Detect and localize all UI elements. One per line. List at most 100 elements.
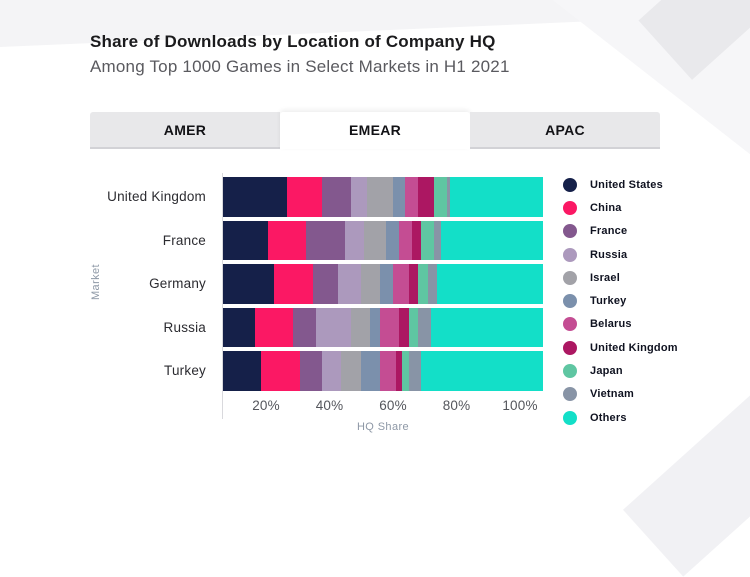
bar-row-russia bbox=[223, 307, 543, 347]
y-label-turkey: Turkey bbox=[164, 363, 206, 379]
x-tick-80-: 80% bbox=[442, 398, 471, 413]
segment-turkey-belarus bbox=[379, 351, 396, 391]
bar-row-turkey bbox=[223, 351, 544, 391]
y-label-germany: Germany bbox=[149, 276, 206, 292]
segment-united-kingdom-france bbox=[322, 177, 351, 217]
x-axis-title: HQ Share bbox=[356, 421, 410, 433]
legend-dot-others bbox=[563, 410, 577, 425]
legend-dot-united-states bbox=[563, 177, 577, 192]
legend-item-japan: Japan bbox=[563, 359, 678, 382]
segment-france-others bbox=[440, 220, 544, 260]
segment-united-kingdom-vietnam bbox=[446, 177, 451, 217]
x-axis-ticks: 20% 40% 60% 80% 100% bbox=[223, 398, 543, 416]
plot-area bbox=[223, 177, 544, 395]
segment-russia-united-states bbox=[223, 307, 255, 347]
segment-russia-japan bbox=[408, 307, 419, 347]
legend-dot-united-kingdom bbox=[563, 340, 577, 355]
tab-amer[interactable]: AMER bbox=[90, 112, 280, 149]
legend-label-belarus: Belarus bbox=[590, 318, 632, 331]
legend-item-vietnam: Vietnam bbox=[563, 383, 678, 406]
segment-united-kingdom-others bbox=[450, 177, 543, 217]
legend-item-turkey: Turkey bbox=[563, 289, 678, 312]
legend-label-turkey: Turkey bbox=[590, 295, 627, 308]
segment-germany-russia bbox=[338, 264, 361, 304]
bar-row-united-kingdom bbox=[223, 177, 543, 217]
segment-france-united-states bbox=[223, 220, 268, 260]
tab-apac[interactable]: APAC bbox=[470, 112, 660, 149]
segment-united-kingdom-russia bbox=[351, 177, 367, 217]
segment-germany-israel bbox=[360, 264, 380, 304]
segment-france-israel bbox=[363, 220, 387, 260]
legend-dot-china bbox=[563, 200, 577, 215]
chart-legend: United States China France Russia Israel Turk… bbox=[563, 173, 678, 429]
legend-item-others: Others bbox=[563, 406, 678, 429]
segment-united-kingdom-israel bbox=[367, 177, 393, 217]
region-tabs: AMER EMEAR APAC bbox=[90, 112, 660, 149]
legend-dot-israel bbox=[563, 270, 577, 285]
segment-turkey-united-kingdom bbox=[395, 351, 403, 391]
tab-emear-label: EMEAR bbox=[348, 121, 402, 138]
segment-russia-russia bbox=[315, 307, 352, 347]
page-title: Share of Downloads by Location of Compan… bbox=[90, 32, 496, 51]
x-tick-40-: 40% bbox=[315, 398, 344, 413]
y-label-russia: Russia bbox=[163, 319, 206, 335]
segment-france-turkey bbox=[386, 220, 400, 260]
segment-united-kingdom-united-states bbox=[223, 177, 287, 217]
segment-germany-united-states bbox=[223, 264, 275, 304]
legend-dot-russia bbox=[563, 247, 577, 262]
segment-russia-france bbox=[293, 307, 316, 347]
legend-item-china: China bbox=[563, 196, 678, 219]
legend-label-israel: Israel bbox=[590, 271, 620, 284]
segment-turkey-turkey bbox=[360, 351, 380, 391]
legend-label-united-kingdom: United Kingdom bbox=[590, 341, 678, 354]
segment-russia-vietnam bbox=[418, 307, 431, 347]
segment-france-japan bbox=[421, 220, 435, 260]
segment-france-china bbox=[267, 220, 307, 260]
legend-dot-turkey bbox=[563, 294, 577, 309]
segment-germany-china bbox=[274, 264, 313, 304]
legend-label-japan: Japan bbox=[590, 365, 623, 378]
legend-item-russia: Russia bbox=[563, 243, 678, 266]
segment-germany-turkey bbox=[379, 264, 393, 304]
legend-label-russia: Russia bbox=[590, 248, 628, 261]
x-tick-60-: 60% bbox=[379, 398, 407, 413]
segment-france-belarus bbox=[399, 220, 412, 260]
segment-turkey-china bbox=[261, 351, 300, 391]
segment-russia-israel bbox=[351, 307, 371, 347]
tab-apac-label: APAC bbox=[545, 121, 585, 138]
bar-row-france bbox=[223, 220, 544, 260]
segment-germany-japan bbox=[418, 264, 428, 304]
legend-item-france: France bbox=[563, 220, 678, 243]
tab-emear[interactable]: EMEAR bbox=[280, 112, 470, 149]
y-axis-labels: United Kingdom France Germany Russia Turkey bbox=[90, 177, 215, 395]
legend-label-vietnam: Vietnam bbox=[590, 388, 634, 401]
chart-header: Share of Downloads by Location of Compan… bbox=[90, 32, 510, 77]
legend-item-united-states: United States bbox=[563, 173, 678, 196]
y-axis-line bbox=[222, 173, 223, 419]
segment-turkey-vietnam bbox=[408, 351, 422, 391]
legend-label-united-states: United States bbox=[590, 178, 663, 191]
segment-germany-united-kingdom bbox=[408, 264, 419, 304]
segment-united-kingdom-turkey bbox=[392, 177, 406, 217]
tab-amer-label: AMER bbox=[163, 121, 207, 138]
segment-turkey-japan bbox=[402, 351, 409, 391]
y-label-united-kingdom: United Kingdom bbox=[107, 189, 206, 205]
segment-turkey-israel bbox=[341, 351, 361, 391]
y-label-france: France bbox=[162, 232, 206, 248]
segment-france-vietnam bbox=[434, 220, 441, 260]
legend-item-israel: Israel bbox=[563, 266, 678, 289]
segment-russia-belarus bbox=[379, 307, 400, 347]
segment-united-kingdom-united-kingdom bbox=[418, 177, 435, 217]
segment-france-united-kingdom bbox=[411, 220, 422, 260]
segment-united-kingdom-china bbox=[287, 177, 323, 217]
segment-russia-united-kingdom bbox=[399, 307, 409, 347]
x-tick-20-: 20% bbox=[252, 398, 280, 413]
legend-item-belarus: Belarus bbox=[563, 313, 678, 336]
segment-russia-others bbox=[431, 307, 543, 347]
legend-dot-france bbox=[563, 224, 577, 239]
x-tick-100-: 100% bbox=[502, 398, 538, 413]
segment-germany-belarus bbox=[392, 264, 409, 304]
segment-turkey-france bbox=[299, 351, 323, 391]
legend-label-china: China bbox=[590, 201, 622, 214]
segment-france-france bbox=[306, 220, 345, 260]
